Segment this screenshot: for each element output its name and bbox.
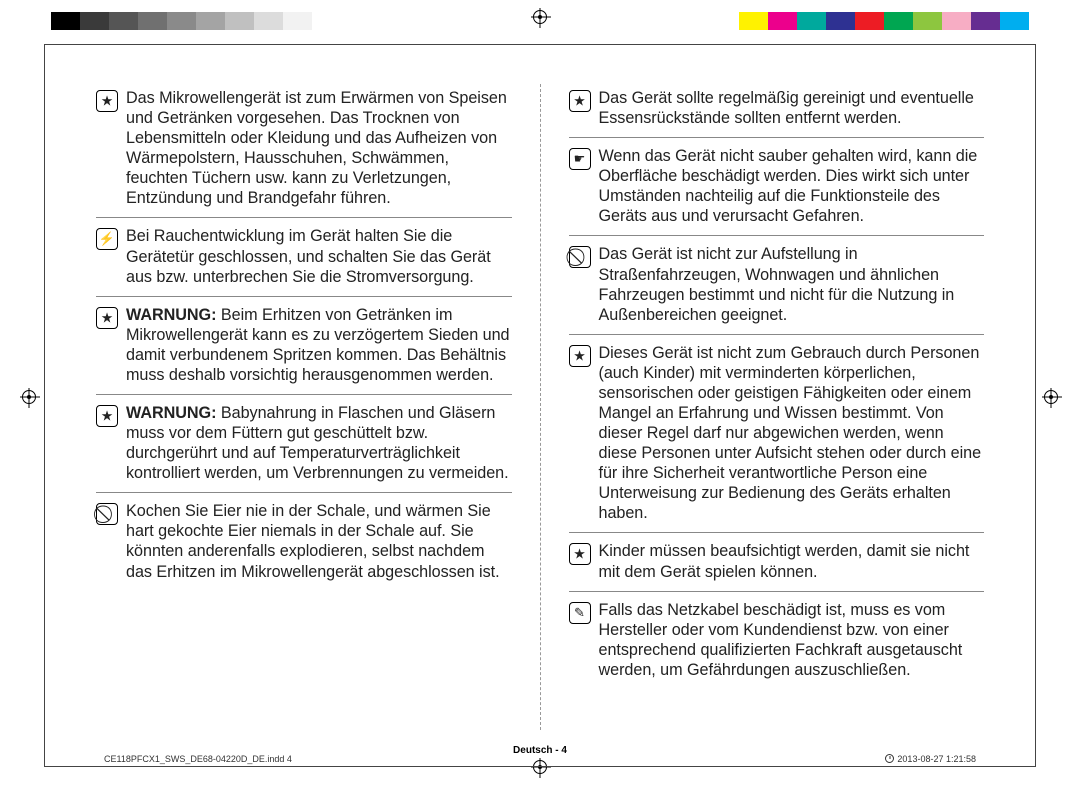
swatch [913, 12, 942, 30]
swatch [51, 12, 80, 30]
swatch [138, 12, 167, 30]
star-icon: ★ [96, 90, 118, 112]
swatch [971, 12, 1000, 30]
prohibit-icon: ⃠ [96, 503, 118, 525]
swatch [826, 12, 855, 30]
grayscale-swatches [51, 12, 341, 30]
item-text: Das Mikrowellengerät ist zum Erwärmen vo… [126, 88, 512, 208]
item-text: Wenn das Gerät nicht sauber gehalten wir… [599, 146, 985, 226]
color-swatches [739, 12, 1029, 30]
clock-icon [885, 754, 894, 763]
right-column: ★ Das Gerät sollte regelmäßig gereinigt u… [569, 80, 985, 734]
registration-mark-right [1044, 390, 1058, 404]
registration-mark-top [533, 10, 547, 24]
swatch [797, 12, 826, 30]
safety-item: ★ Das Mikrowellengerät ist zum Erwärmen v… [96, 80, 512, 218]
safety-item: ★ WARNUNG: Babynahrung in Flaschen und Gl… [96, 395, 512, 493]
swatch [225, 12, 254, 30]
swatch [109, 12, 138, 30]
item-text: WARNUNG: Beim Erhitzen von Getränken im … [126, 305, 512, 385]
left-column: ★ Das Mikrowellengerät ist zum Erwärmen v… [96, 80, 512, 734]
item-text: Das Gerät sollte regelmäßig gereinigt un… [599, 88, 985, 128]
star-icon: ★ [569, 543, 591, 565]
safety-item: ★ Dieses Gerät ist nicht zum Gebrauch dur… [569, 335, 985, 534]
safety-item: ⃠ Das Gerät ist nicht zur Aufstellung in … [569, 236, 985, 334]
safety-item: ★ WARNUNG: Beim Erhitzen von Getränken im… [96, 297, 512, 395]
swatch [884, 12, 913, 30]
star-icon: ★ [569, 90, 591, 112]
safety-item: ⚡ Bei Rauchentwicklung im Gerät halten Si… [96, 218, 512, 296]
star-icon: ★ [96, 307, 118, 329]
safety-item: ★ Das Gerät sollte regelmäßig gereinigt u… [569, 80, 985, 138]
swatch [80, 12, 109, 30]
safety-item: ★ Kinder müssen beaufsichtigt werden, dam… [569, 533, 985, 591]
safety-item: ⃠ Kochen Sie Eier nie in der Schale, und … [96, 493, 512, 590]
safety-item: ✎ Falls das Netzkabel beschädigt ist, mus… [569, 592, 985, 689]
swatch [855, 12, 884, 30]
item-text: Kochen Sie Eier nie in der Schale, und w… [126, 501, 512, 581]
footer-file: CE118PFCX1_SWS_DE68-04220D_DE.indd 4 [104, 754, 292, 764]
item-text: WARNUNG: Babynahrung in Flaschen und Glä… [126, 403, 512, 483]
swatch [254, 12, 283, 30]
swatch [283, 12, 312, 30]
page: ★ Das Mikrowellengerät ist zum Erwärmen v… [0, 0, 1080, 792]
registration-mark-left [22, 390, 36, 404]
swatch [942, 12, 971, 30]
star-icon: ★ [96, 405, 118, 427]
item-text: Kinder müssen beaufsichtigt werden, dami… [599, 541, 985, 581]
swatch [1000, 12, 1029, 30]
footer-bar: CE118PFCX1_SWS_DE68-04220D_DE.indd 4 201… [44, 755, 1036, 766]
hand-icon: ☛ [569, 148, 591, 170]
body-columns: ★ Das Mikrowellengerät ist zum Erwärmen v… [96, 80, 984, 734]
item-text: Bei Rauchentwicklung im Gerät halten Sie… [126, 226, 512, 286]
swatch [312, 12, 341, 30]
star-icon: ★ [569, 345, 591, 367]
swatch [167, 12, 196, 30]
swatch [196, 12, 225, 30]
wrench-icon: ✎ [569, 602, 591, 624]
item-text: Falls das Netzkabel beschädigt ist, muss… [599, 600, 985, 680]
safety-item: ☛ Wenn das Gerät nicht sauber gehalten wi… [569, 138, 985, 236]
footer-timestamp: 2013-08-27 1:21:58 [885, 754, 976, 764]
swatch [739, 12, 768, 30]
swatch [768, 12, 797, 30]
item-text: Das Gerät ist nicht zur Aufstellung in S… [599, 244, 985, 324]
item-text: Dieses Gerät ist nicht zum Gebrauch durc… [599, 343, 985, 524]
column-divider [540, 84, 541, 730]
plug-icon: ⚡ [96, 228, 118, 250]
prohibit-icon: ⃠ [569, 246, 591, 268]
